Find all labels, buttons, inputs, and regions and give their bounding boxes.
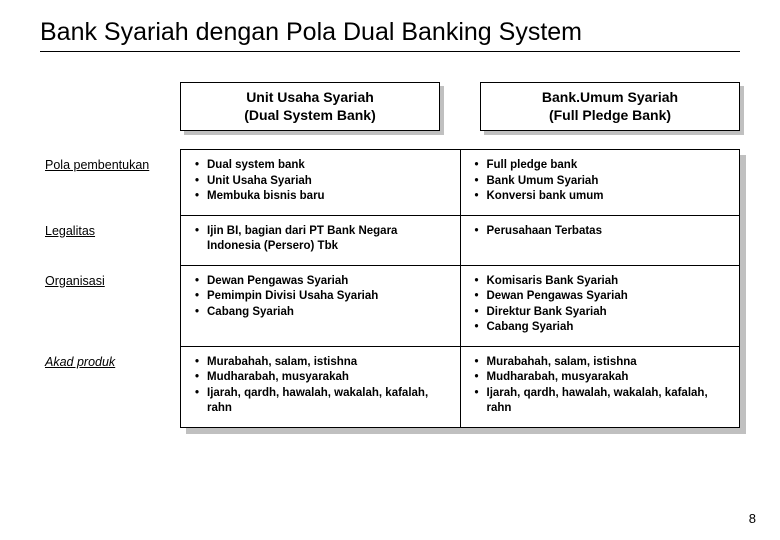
list-item: Murabahah, salam, istishna <box>487 355 728 371</box>
cell-left: Dewan Pengawas Syariah Pemimpin Divisi U… <box>181 266 460 346</box>
slide-title: Bank Syariah dengan Pola Dual Banking Sy… <box>40 18 740 52</box>
list-item: Mudharabah, musyarakah <box>487 370 728 386</box>
list-item: Konversi bank umum <box>487 189 728 205</box>
list-item: Direktur Bank Syariah <box>487 305 728 321</box>
cell-right: Murabahah, salam, istishna Mudharabah, m… <box>460 347 740 427</box>
cell-left: Ijin BI, bagian dari PT Bank Negara Indo… <box>181 216 460 265</box>
list-item: Mudharabah, musyarakah <box>207 370 448 386</box>
row-label: Pola pembentukan <box>45 158 171 172</box>
list-item: Pemimpin Divisi Usaha Syariah <box>207 289 448 305</box>
col-right-header: Bank.Umum Syariah (Full Pledge Bank) <box>480 82 740 131</box>
list-item: Ijarah, qardh, hawalah, wakalah, kafalah… <box>487 386 728 417</box>
row-label: Organisasi <box>45 274 171 288</box>
column-headers: Unit Usaha Syariah (Dual System Bank) Ba… <box>180 82 740 131</box>
list-item: Ijarah, qardh, hawalah, wakalah, kafalah… <box>207 386 448 417</box>
list-item: Perusahaan Terbatas <box>487 224 728 240</box>
cell-right: Full pledge bank Bank Umum Syariah Konve… <box>460 150 740 215</box>
cell-right: Komisaris Bank Syariah Dewan Pengawas Sy… <box>460 266 740 346</box>
cell-left: Murabahah, salam, istishna Mudharabah, m… <box>181 347 460 427</box>
col-right-header-wrap: Bank.Umum Syariah (Full Pledge Bank) <box>480 82 740 131</box>
table-row: Akad produk Murabahah, salam, istishna M… <box>181 346 739 427</box>
table-wrap: Pola pembentukan Dual system bank Unit U… <box>40 149 740 428</box>
table-row: Pola pembentukan Dual system bank Unit U… <box>181 150 739 215</box>
table-row: Organisasi Dewan Pengawas Syariah Pemimp… <box>181 265 739 346</box>
comparison-table: Pola pembentukan Dual system bank Unit U… <box>180 149 740 428</box>
list-item: Full pledge bank <box>487 158 728 174</box>
list-item: Murabahah, salam, istishna <box>207 355 448 371</box>
list-item: Dewan Pengawas Syariah <box>487 289 728 305</box>
col-left-line2: (Dual System Bank) <box>244 107 375 123</box>
list-item: Cabang Syariah <box>487 320 728 336</box>
list-item: Ijin BI, bagian dari PT Bank Negara Indo… <box>207 224 448 255</box>
list-item: Unit Usaha Syariah <box>207 174 448 190</box>
table-row: Legalitas Ijin BI, bagian dari PT Bank N… <box>181 215 739 265</box>
slide: Bank Syariah dengan Pola Dual Banking Sy… <box>0 0 780 540</box>
col-left-header: Unit Usaha Syariah (Dual System Bank) <box>180 82 440 131</box>
list-item: Membuka bisnis baru <box>207 189 448 205</box>
list-item: Komisaris Bank Syariah <box>487 274 728 290</box>
list-item: Dewan Pengawas Syariah <box>207 274 448 290</box>
row-label: Legalitas <box>45 224 171 238</box>
col-right-line2: (Full Pledge Bank) <box>549 107 671 123</box>
col-left-header-wrap: Unit Usaha Syariah (Dual System Bank) <box>180 82 440 131</box>
col-right-line1: Bank.Umum Syariah <box>542 89 678 105</box>
page-number: 8 <box>749 511 756 526</box>
row-label: Akad produk <box>45 355 171 369</box>
list-item: Dual system bank <box>207 158 448 174</box>
cell-right: Perusahaan Terbatas <box>460 216 740 265</box>
list-item: Cabang Syariah <box>207 305 448 321</box>
list-item: Bank Umum Syariah <box>487 174 728 190</box>
col-left-line1: Unit Usaha Syariah <box>246 89 374 105</box>
cell-left: Dual system bank Unit Usaha Syariah Memb… <box>181 150 460 215</box>
